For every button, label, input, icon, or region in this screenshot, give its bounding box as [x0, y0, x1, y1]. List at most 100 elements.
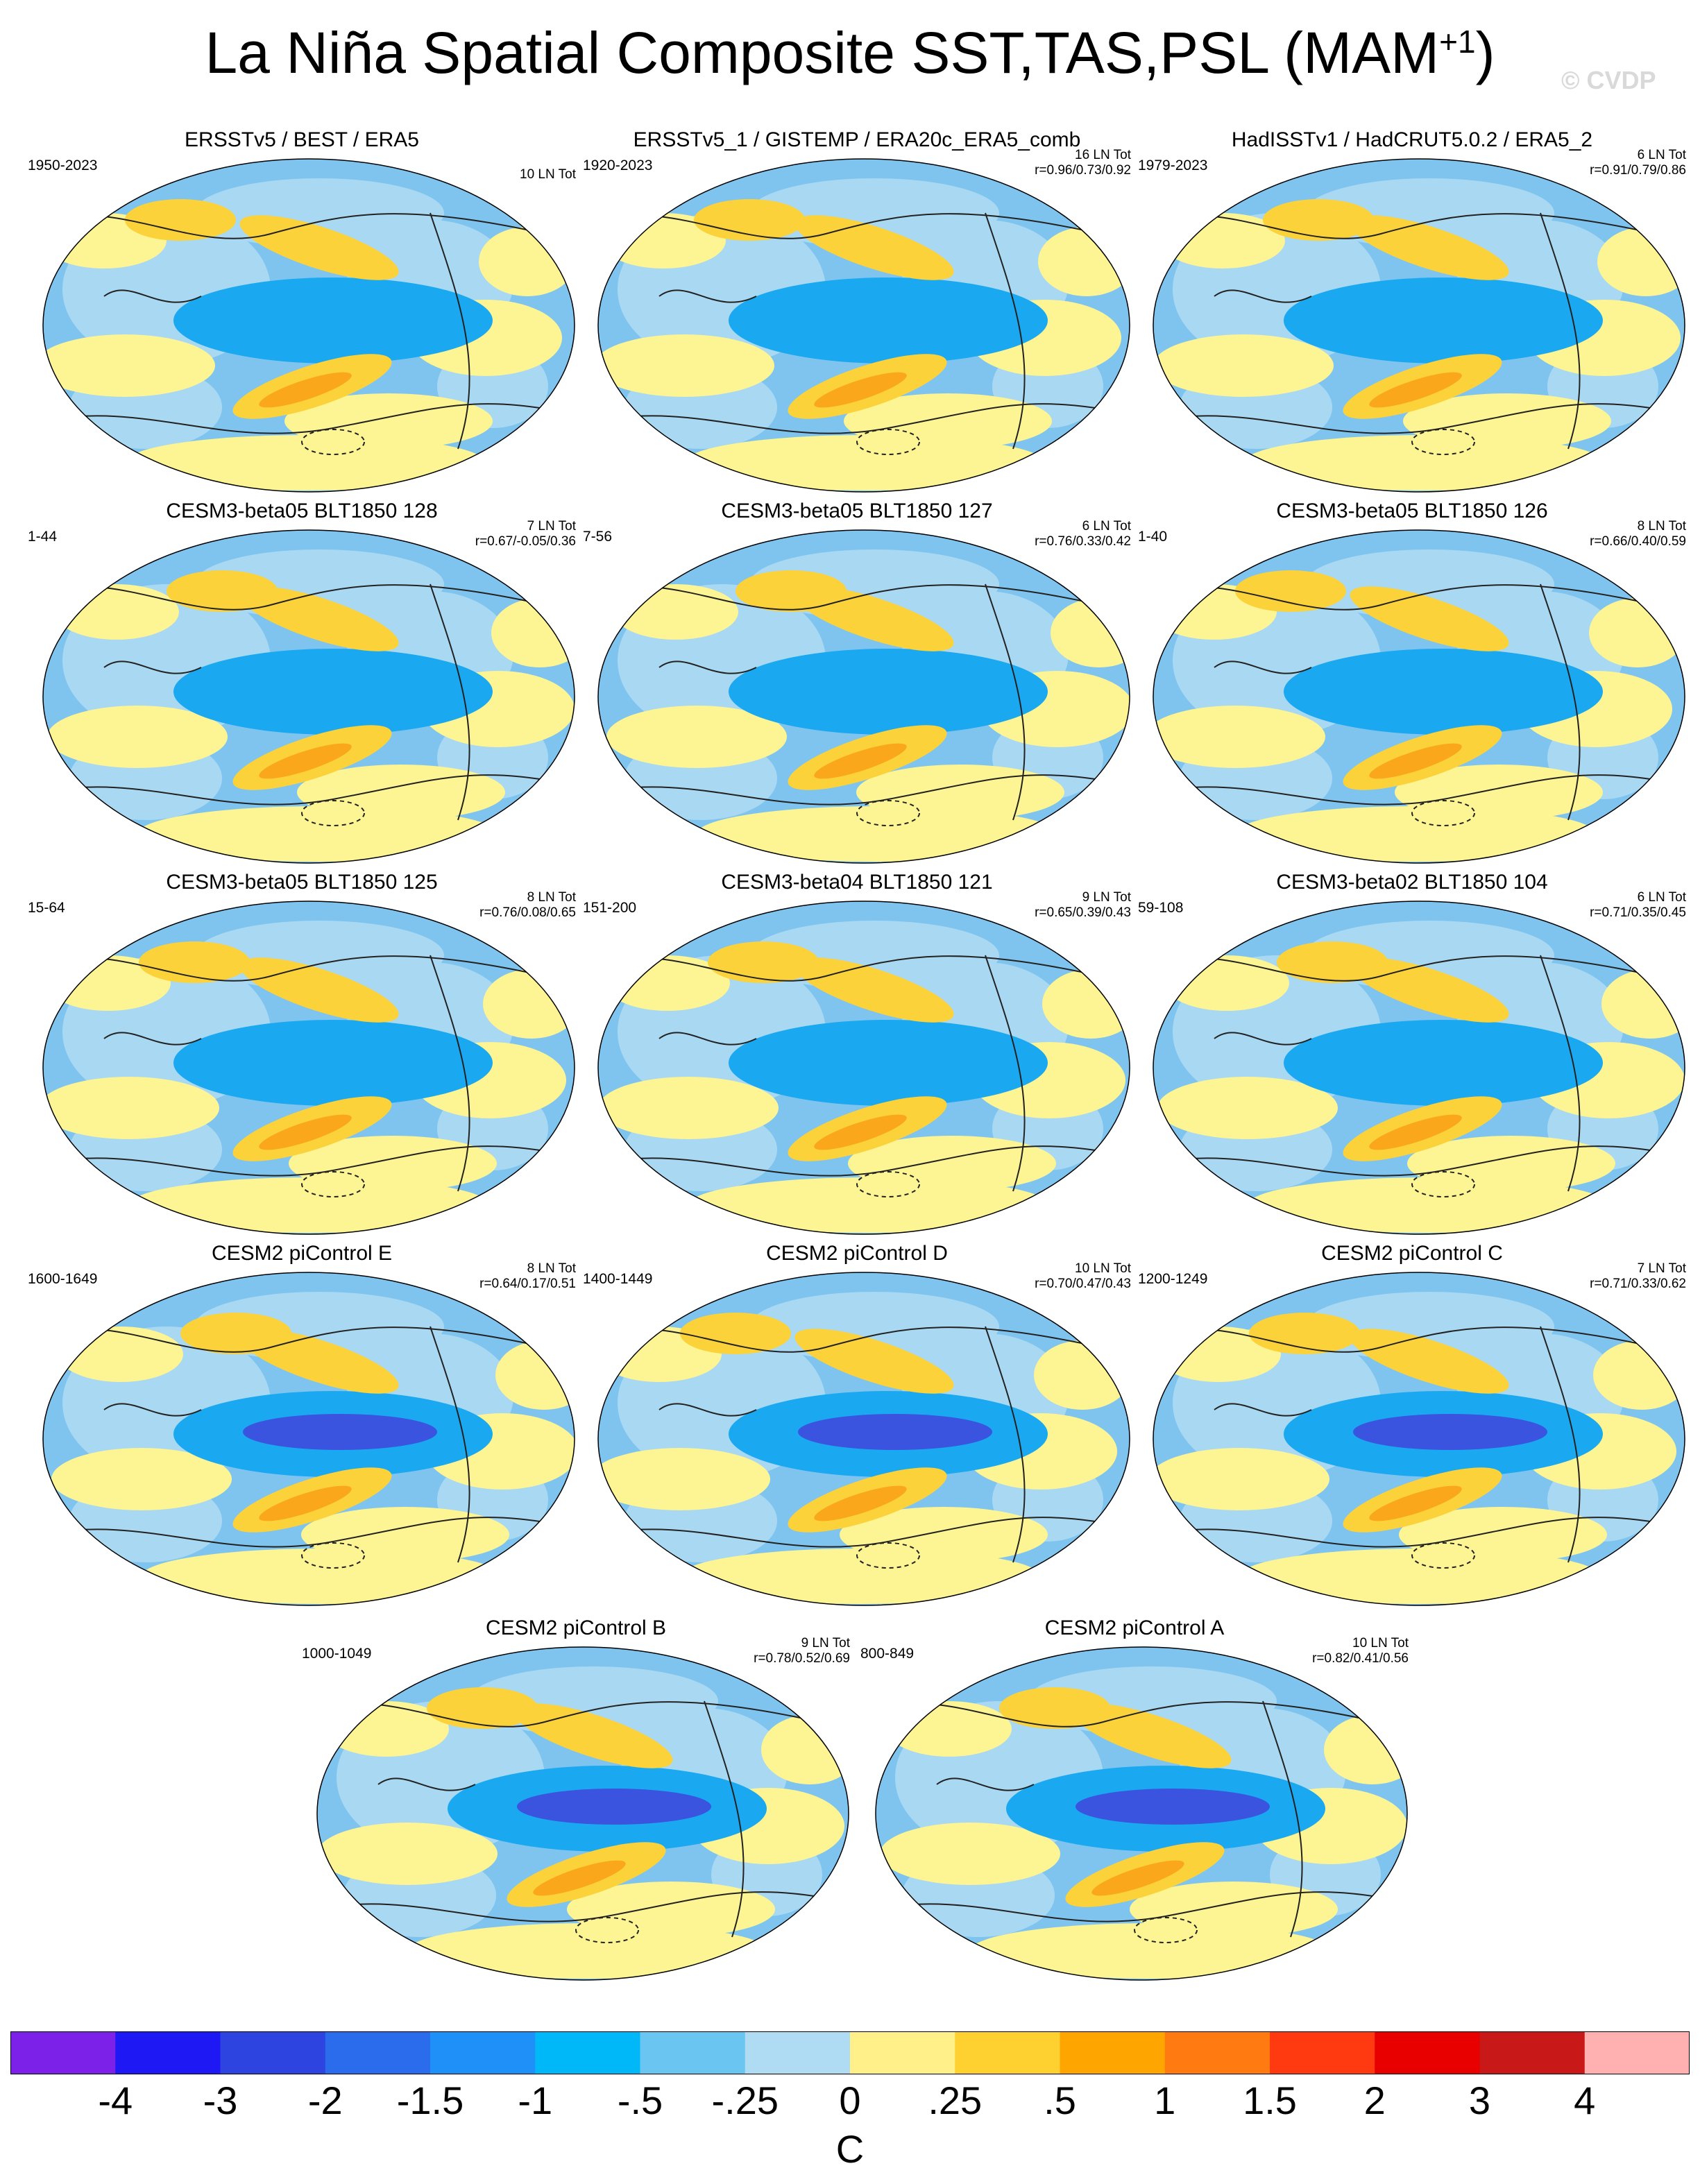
panel-years: 1000-1049 — [302, 1646, 372, 1662]
panel-event-count: 6 LN Tot — [1637, 890, 1686, 905]
panel-stats: 7 LN Tot r=0.71/0.33/0.62 — [1590, 1261, 1686, 1292]
panel-pattern-correlation: r=0.70/0.47/0.43 — [1035, 1276, 1131, 1291]
composite-map — [42, 158, 575, 493]
panel-pattern-correlation: r=0.64/0.17/0.51 — [479, 1276, 576, 1291]
colorbar-tick-label: 4 — [1574, 2079, 1596, 2122]
colorbar-swatch — [430, 2031, 536, 2074]
colorbar-tick-label: -4 — [98, 2079, 133, 2122]
panel-years: 800-849 — [860, 1646, 915, 1662]
panel-title: CESM3-beta05 BLT1850 126 — [1276, 500, 1548, 522]
colorbar-tick-label: -.25 — [711, 2079, 779, 2122]
panel-event-count: 16 LN Tot — [1075, 148, 1131, 162]
map-panel: CESM3-beta05 BLT1850 125 15-64 8 LN Tot r=0… — [28, 871, 576, 1238]
composite-map — [597, 529, 1130, 864]
panel-years: 1979-2023 — [1138, 157, 1208, 173]
colorbar-swatch — [1164, 2031, 1270, 2074]
panel-stats: 9 LN Tot r=0.78/0.52/0.69 — [754, 1636, 850, 1666]
panel-pattern-correlation: r=0.96/0.73/0.92 — [1035, 162, 1131, 178]
composite-map — [42, 1272, 575, 1606]
map-panel: CESM3-beta02 BLT1850 104 59-108 6 LN Tot r=… — [1138, 871, 1686, 1238]
panel-event-count: 7 LN Tot — [1637, 1261, 1686, 1276]
colorbar-swatch — [850, 2031, 955, 2074]
panel-stats: 6 LN Tot r=0.71/0.35/0.45 — [1590, 890, 1686, 921]
colorbar-tick-label: -2 — [307, 2079, 343, 2122]
colorbar-tick-label: -1.5 — [396, 2079, 464, 2122]
panel-years: 1400-1449 — [583, 1271, 653, 1287]
panel-event-count: 8 LN Tot — [527, 1261, 576, 1276]
panel-event-count: 6 LN Tot — [1637, 148, 1686, 162]
panel-title: CESM3-beta05 BLT1850 125 — [166, 871, 438, 894]
panel-title: CESM3-beta05 BLT1850 128 — [166, 500, 438, 522]
panel-event-count: 10 LN Tot — [1352, 1636, 1409, 1650]
panel-years: 151-200 — [583, 900, 637, 916]
panel-title: CESM3-beta05 BLT1850 127 — [721, 500, 993, 522]
panel-event-count: 9 LN Tot — [1082, 890, 1131, 905]
panel-title: CESM2 piControl E — [211, 1242, 393, 1265]
panel-stats: 8 LN Tot r=0.66/0.40/0.59 — [1590, 519, 1686, 549]
panel-title: CESM3-beta04 BLT1850 121 — [721, 871, 993, 894]
panel-years: 1950-2023 — [28, 157, 98, 173]
colorbar-swatch — [325, 2031, 431, 2074]
title-close: ) — [1475, 20, 1495, 85]
colorbar-tick-label: 0 — [839, 2079, 861, 2122]
colorbar-swatch — [115, 2031, 221, 2074]
map-panel: CESM3-beta05 BLT1850 128 1-44 7 LN Tot r=0.… — [28, 500, 576, 867]
colorbar-swatch — [955, 2031, 1060, 2074]
title-superscript: +1 — [1439, 24, 1476, 60]
panel-pattern-correlation: r=0.78/0.52/0.69 — [754, 1650, 850, 1666]
panel-pattern-correlation: r=0.76/0.08/0.65 — [479, 905, 576, 920]
colorbar-swatch — [745, 2031, 851, 2074]
colorbar-unit: C — [835, 2127, 865, 2171]
colorbar-tick-label: 3 — [1468, 2079, 1491, 2122]
panel-title: CESM2 piControl B — [485, 1616, 667, 1639]
panel-title: CESM2 piControl C — [1321, 1242, 1503, 1265]
panel-pattern-correlation: r=0.76/0.33/0.42 — [1035, 534, 1131, 549]
colorbar-tick-label: .25 — [928, 2079, 983, 2122]
composite-map — [597, 901, 1130, 1235]
panel-stats: 9 LN Tot r=0.65/0.39/0.43 — [1035, 890, 1131, 921]
colorbar-swatch — [220, 2031, 326, 2074]
colorbar-swatch — [1479, 2031, 1586, 2074]
colorbar-tick-label: -1 — [518, 2079, 553, 2122]
map-panel: CESM3-beta05 BLT1850 127 7-56 6 LN Tot r=0.… — [583, 500, 1131, 867]
colorbar — [10, 2031, 1690, 2074]
panel-stats: 8 LN Tot r=0.76/0.08/0.65 — [479, 890, 576, 921]
composite-map — [1153, 901, 1685, 1235]
composite-map — [42, 901, 575, 1235]
watermark: © CVDP — [1561, 66, 1656, 94]
map-panel: ERSSTv5_1 / GISTEMP / ERA20c_ERA5_comb 19… — [583, 128, 1131, 496]
panel-stats: 10 LN Tot r=0.70/0.47/0.43 — [1035, 1261, 1131, 1292]
panel-pattern-correlation: r=0.65/0.39/0.43 — [1035, 905, 1131, 920]
panel-years: 7-56 — [583, 529, 613, 545]
colorbar-tick-label: 1.5 — [1243, 2079, 1297, 2122]
panel-years: 1600-1649 — [28, 1271, 98, 1287]
map-panel: CESM2 piControl B 1000-1049 9 LN Tot r=0.78… — [302, 1616, 850, 1984]
panel-pattern-correlation: r=0.82/0.41/0.56 — [1312, 1650, 1409, 1666]
colorbar-swatch — [1270, 2031, 1375, 2074]
colorbar-swatch — [1060, 2031, 1166, 2074]
colorbar-swatch — [10, 2031, 116, 2074]
panel-event-count: 10 LN Tot — [1075, 1261, 1131, 1276]
panel-years: 1-44 — [28, 529, 58, 545]
panel-years: 1920-2023 — [583, 157, 653, 173]
panel-stats: 10 LN Tot — [520, 167, 576, 182]
colorbar-swatch — [1584, 2031, 1690, 2074]
colorbar-tick-label: .5 — [1044, 2079, 1076, 2122]
composite-map — [1153, 158, 1685, 493]
composite-map — [316, 1646, 849, 1981]
map-panel: CESM2 piControl E 1600-1649 8 LN Tot r=0.64… — [28, 1242, 576, 1610]
panel-pattern-correlation: r=0.71/0.33/0.62 — [1590, 1276, 1686, 1291]
panel-event-count: 6 LN Tot — [1082, 519, 1131, 534]
map-panel: CESM2 piControl A 800-849 10 LN Tot r=0.82/… — [860, 1616, 1409, 1984]
title-text: La Niña Spatial Composite SST,TAS,PSL (M… — [205, 20, 1440, 85]
panel-stats: 7 LN Tot r=0.67/-0.05/0.36 — [475, 519, 576, 549]
panel-pattern-correlation: r=0.91/0.79/0.86 — [1590, 162, 1686, 178]
composite-map — [1153, 529, 1685, 864]
panel-stats: 8 LN Tot r=0.64/0.17/0.51 — [479, 1261, 576, 1292]
panel-title: HadISSTv1 / HadCRUT5.0.2 / ERA5_2 — [1231, 128, 1593, 151]
panel-event-count: 10 LN Tot — [520, 167, 576, 182]
map-panel: ERSSTv5 / BEST / ERA5 1950-2023 10 LN Tot — [28, 128, 576, 496]
composite-map — [597, 158, 1130, 493]
composite-map — [875, 1646, 1408, 1981]
panel-stats: 6 LN Tot r=0.76/0.33/0.42 — [1035, 519, 1131, 549]
